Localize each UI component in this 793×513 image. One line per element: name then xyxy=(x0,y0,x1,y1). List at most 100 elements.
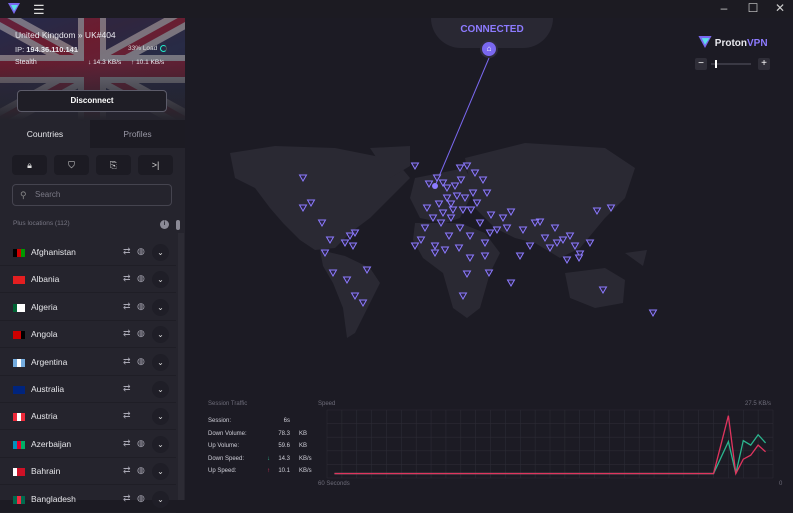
server-marker xyxy=(506,208,516,216)
server-marker xyxy=(460,194,470,202)
server-marker xyxy=(565,232,575,240)
expand-chevron-icon[interactable]: ⌄ xyxy=(152,244,169,261)
p2p-filter-button[interactable]: ⎘ xyxy=(96,155,131,175)
proton-logo-icon xyxy=(698,36,712,48)
expand-chevron-icon[interactable]: ⌄ xyxy=(152,381,169,398)
flag-icon xyxy=(13,331,25,340)
netshield-filter-button[interactable]: ⛉ xyxy=(54,155,89,175)
country-row[interactable]: Algeria ⇄ ◍ ⌄ xyxy=(0,294,176,321)
lock-icon: 🔒︎ xyxy=(27,160,32,170)
tab-countries[interactable]: Countries xyxy=(0,120,90,148)
expand-chevron-icon[interactable]: ⌄ xyxy=(152,408,169,426)
session-stat-unit: KB/s xyxy=(299,468,312,474)
server-marker xyxy=(486,211,496,219)
server-marker xyxy=(358,299,368,307)
server-marker xyxy=(430,249,440,257)
server-marker xyxy=(452,192,462,200)
expand-chevron-icon[interactable]: ⌄ xyxy=(152,326,169,344)
session-stat-label: Up Volume: xyxy=(208,443,240,449)
tor-filter-button[interactable]: >| xyxy=(138,155,173,175)
map-view: CONNECTED ⌂ ProtonVPN − + Session Traffi… xyxy=(185,18,793,500)
expand-chevron-icon[interactable]: ⌄ xyxy=(152,298,169,316)
server-marker xyxy=(570,242,580,250)
server-marker xyxy=(458,292,468,300)
chart-ymax: 27.5 KB/s xyxy=(745,401,772,407)
server-marker xyxy=(438,179,448,187)
chart-xlabel-left: 60 Seconds xyxy=(318,481,350,487)
server-marker xyxy=(480,252,490,260)
session-stat-value: 14.3 xyxy=(278,455,290,462)
up-speed-line xyxy=(334,415,767,476)
country-row[interactable]: Bahrain ⇄ ◍ ⌄ xyxy=(0,458,176,486)
tor-globe-icon: ◍ xyxy=(137,465,145,476)
server-marker xyxy=(422,204,432,212)
server-marker xyxy=(465,254,475,262)
server-marker xyxy=(444,232,454,240)
flag-icon xyxy=(13,468,25,477)
server-marker xyxy=(345,232,355,240)
server-marker xyxy=(466,206,476,214)
p2p-icon: ⎘ xyxy=(109,160,118,170)
server-marker xyxy=(440,246,450,254)
secure-core-filter-button[interactable]: 🔒︎ xyxy=(12,155,47,175)
p2p-icon: ⇄ xyxy=(123,246,131,256)
server-marker xyxy=(518,226,528,234)
server-marker xyxy=(454,244,464,252)
session-stat-value: 59.6 xyxy=(278,443,290,449)
session-stat-label: Down Speed: xyxy=(208,455,245,462)
disconnect-button[interactable]: Disconnect xyxy=(17,90,167,112)
server-marker xyxy=(598,286,608,294)
home-location-button[interactable]: ⌂ xyxy=(480,40,498,58)
close-button[interactable]: ✕ xyxy=(774,1,786,15)
scrollbar-track[interactable] xyxy=(178,233,184,500)
country-row[interactable]: Albania ⇄ ◍ ⌄ xyxy=(0,266,176,294)
country-row[interactable]: Angola ⇄ ◍ ⌄ xyxy=(0,321,176,349)
country-row[interactable]: Azerbaijan ⇄ ◍ ⌄ xyxy=(0,431,176,458)
info-icon[interactable]: i xyxy=(160,220,169,229)
expand-chevron-icon[interactable]: ⌄ xyxy=(152,353,169,371)
zoom-in-button[interactable]: + xyxy=(758,58,770,70)
server-marker xyxy=(482,189,492,197)
server-marker xyxy=(325,236,335,244)
tor-globe-icon: ◍ xyxy=(137,492,145,503)
country-row[interactable]: Austria ⇄ ⌄ xyxy=(0,403,176,431)
minimize-button[interactable]: – xyxy=(720,1,728,15)
p2p-icon: ⇄ xyxy=(123,410,131,421)
server-marker xyxy=(470,169,480,177)
scrollbar-thumb[interactable] xyxy=(176,220,180,230)
search-input[interactable]: ⚲ Search xyxy=(12,184,172,206)
country-row[interactable]: Argentina ⇄ ◍ ⌄ xyxy=(0,349,176,376)
server-marker xyxy=(484,269,494,277)
server-marker xyxy=(550,224,560,232)
country-row[interactable]: Afghanistan ⇄ ◍ ⌄ xyxy=(0,239,176,266)
connection-panel: United Kingdom » UK#404 IP: 194.36.110.1… xyxy=(0,18,185,120)
search-icon: ⚲ xyxy=(20,190,27,200)
server-marker xyxy=(502,224,512,232)
maximize-button[interactable]: ☐ xyxy=(747,1,759,15)
server-marker xyxy=(446,200,456,208)
server-marker xyxy=(472,199,482,207)
server-marker xyxy=(540,234,550,242)
server-marker xyxy=(320,249,330,257)
zoom-slider[interactable] xyxy=(711,60,751,68)
expand-chevron-icon[interactable]: ⌄ xyxy=(152,490,169,508)
server-marker xyxy=(432,174,442,182)
zoom-out-button[interactable]: − xyxy=(695,58,707,70)
expand-chevron-icon[interactable]: ⌄ xyxy=(152,271,169,289)
speed-chart xyxy=(326,409,774,479)
server-marker xyxy=(592,207,602,215)
country-row[interactable]: Bangladesh ⇄ ◍ ⌄ xyxy=(0,486,176,513)
tor-globe-icon: ◍ xyxy=(137,246,145,256)
server-marker xyxy=(340,239,350,247)
hamburger-menu-icon[interactable]: ☰ xyxy=(33,2,45,17)
expand-chevron-icon[interactable]: ⌄ xyxy=(152,435,169,453)
proton-vpn-logo-icon xyxy=(8,3,20,14)
server-marker xyxy=(606,204,616,212)
session-stat-unit: KB xyxy=(299,430,308,437)
server-marker xyxy=(350,292,360,300)
p2p-icon: ⇄ xyxy=(123,492,131,503)
country-row[interactable]: Australia ⇄ ⌄ xyxy=(0,376,176,403)
tab-profiles[interactable]: Profiles xyxy=(90,120,185,148)
expand-chevron-icon[interactable]: ⌄ xyxy=(152,463,169,481)
server-marker xyxy=(455,164,465,172)
